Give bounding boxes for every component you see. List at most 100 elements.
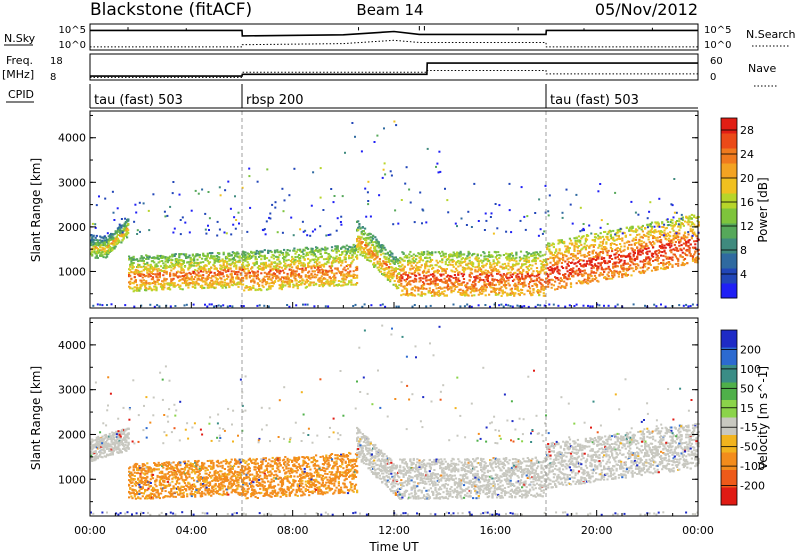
power-echo [619, 238, 621, 240]
power-echo [650, 234, 652, 236]
power-echo [674, 244, 676, 246]
power-echo [430, 281, 432, 283]
power-echo [275, 278, 277, 280]
power-echo [298, 254, 300, 256]
power-echo [415, 264, 417, 266]
power-echo [364, 232, 366, 234]
power-echo [279, 272, 281, 274]
power-echo [477, 254, 479, 256]
power-echo [553, 259, 555, 261]
power-echo [411, 255, 413, 257]
power-echo [545, 185, 547, 187]
power-echo [472, 265, 474, 267]
power-echo [426, 279, 428, 281]
power-echo [571, 244, 573, 246]
power-echo [198, 283, 200, 285]
power-echo [529, 290, 531, 292]
power-echo [628, 230, 630, 232]
power-echo [447, 283, 449, 285]
power-echo [611, 258, 613, 260]
power-echo [179, 285, 181, 287]
power-echo [669, 263, 671, 265]
power-echo [584, 270, 586, 272]
power-echo [475, 257, 477, 259]
power-echo [187, 261, 189, 263]
power-echo [468, 295, 470, 297]
power-echo [230, 259, 232, 261]
power-echo [236, 273, 238, 275]
power-echo [344, 274, 346, 276]
power-echo [630, 230, 632, 232]
power-echo [652, 260, 654, 262]
power-echo [461, 254, 463, 256]
power-echo [187, 287, 189, 289]
power-echo [173, 278, 175, 280]
power-echo [559, 260, 561, 262]
power-echo [194, 276, 196, 278]
power-echo [458, 262, 460, 264]
power-echo [191, 259, 193, 261]
power-echo [651, 270, 653, 272]
power-echo [255, 289, 257, 291]
power-echo [505, 265, 507, 267]
power-echo [593, 258, 595, 260]
power-echo [501, 286, 503, 288]
power-echo [475, 288, 477, 290]
power-echo [559, 270, 561, 272]
power-echo [291, 266, 293, 268]
power-echo [573, 245, 575, 247]
power-echo [568, 249, 570, 251]
power-echo [473, 294, 475, 296]
power-echo [604, 231, 606, 233]
power-echo [622, 270, 624, 272]
power-echo [556, 264, 558, 266]
power-echo [597, 266, 599, 268]
power-echo [599, 183, 601, 185]
power-echo [144, 263, 146, 265]
power-echo [152, 278, 154, 280]
power-echo [572, 267, 574, 269]
power-echo [418, 253, 420, 255]
power-echo [336, 260, 338, 262]
power-echo [231, 270, 233, 272]
power-echo [482, 279, 484, 281]
power-echo [170, 270, 172, 272]
power-echo [598, 274, 600, 276]
power-echo [356, 275, 358, 277]
power-echo [218, 252, 220, 254]
power-echo [223, 262, 225, 264]
power-echo [347, 283, 349, 285]
power-echo [293, 248, 295, 250]
power-echo [357, 251, 359, 253]
power-echo [461, 273, 463, 275]
power-echo [633, 238, 635, 240]
power-echo [198, 272, 200, 274]
power-echo [617, 247, 619, 249]
power-echo [614, 257, 616, 259]
power-echo [585, 272, 587, 274]
power-echo [290, 217, 292, 219]
freq-tick-top: 18 [50, 56, 63, 67]
power-echo [613, 243, 615, 245]
power-echo [518, 263, 520, 265]
power-echo [491, 212, 493, 214]
power-echo [414, 290, 416, 292]
power-echo [172, 192, 174, 194]
power-echo [296, 283, 298, 285]
power-echo [579, 252, 581, 254]
power-echo [456, 281, 458, 283]
power-echo [636, 229, 638, 231]
power-echo [355, 249, 357, 251]
power-echo [552, 279, 554, 281]
power-echo [463, 254, 465, 256]
power-echo [635, 239, 637, 241]
power-echo [612, 230, 614, 232]
power-echo [454, 288, 456, 290]
power-echo [609, 261, 611, 263]
power-echo [210, 271, 212, 273]
power-echo [677, 260, 679, 262]
power-echo [683, 225, 685, 227]
power-echo [486, 286, 488, 288]
power-echo [331, 265, 333, 267]
power-echo [244, 272, 246, 274]
